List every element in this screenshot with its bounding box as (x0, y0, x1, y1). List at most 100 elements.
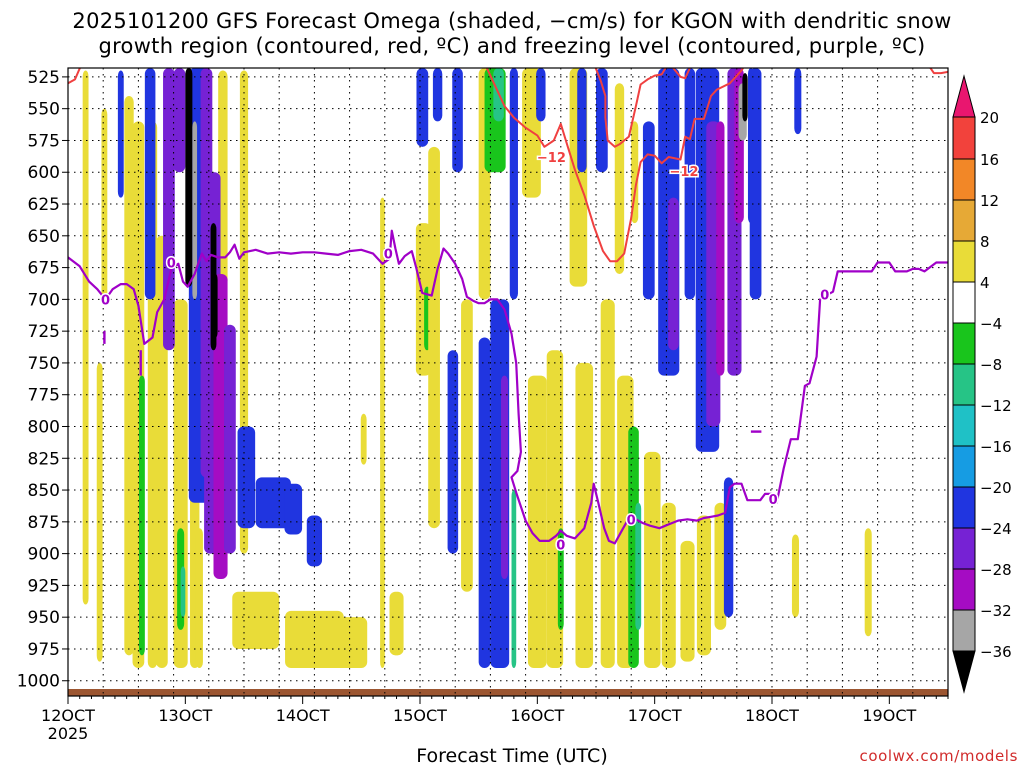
colorbar-swatch (952, 568, 976, 611)
omega-cell (389, 591, 404, 656)
colorbar-swatch (952, 281, 976, 324)
colorbar-cap-top (952, 74, 976, 118)
y-tick-label: 850 (28, 481, 60, 501)
y-tick-label: 650 (28, 227, 60, 247)
dgz-contour-label: −12 (537, 151, 566, 166)
omega-cell (749, 68, 762, 300)
omega-cell (185, 68, 193, 287)
plot-frame (67, 67, 949, 697)
freezing-level-label: 0 (769, 493, 778, 508)
colorbar-label: 20 (980, 109, 999, 127)
colorbar: 20 16 12 8 4 −4 −8 −12 −16 −20 −24 −28 −32 −36 (952, 74, 1012, 694)
omega-cell (224, 324, 236, 554)
freezing-level-label: 0 (556, 539, 565, 554)
omega-cell (432, 68, 443, 122)
omega-cell (635, 502, 642, 630)
y-tick-label: 600 (28, 163, 60, 183)
omega-cell (138, 375, 145, 656)
omega-cell (82, 70, 89, 605)
omega-cell (232, 591, 280, 649)
omega-cell (180, 566, 186, 618)
colorbar-cap-bottom (952, 650, 976, 694)
x-tick-label: 17OCT (628, 706, 682, 725)
omega-cell (684, 68, 696, 300)
chart-title-line-1: 2025101200 GFS Forecast Omega (shaded, −… (72, 9, 952, 33)
y-tick-label: 950 (28, 608, 60, 628)
y-tick-label: 750 (28, 354, 60, 374)
omega-cell (575, 362, 594, 669)
x-tick-label: 14OCT (276, 706, 330, 725)
colorbar-swatch (952, 363, 976, 406)
y-tick-label: 825 (28, 449, 60, 469)
omega-cell (680, 540, 695, 662)
colorbar-swatch (952, 240, 976, 283)
x-tick-label: 15OCT (393, 706, 447, 725)
y-tick-label: 725 (28, 322, 60, 342)
colorbar-label: −20 (980, 479, 1012, 497)
omega-cell (511, 490, 517, 669)
omega-cell (447, 350, 459, 554)
omega-cell (642, 121, 655, 300)
y-tick-label: 900 (28, 545, 60, 565)
omega-cell (864, 528, 872, 637)
x-tick-label: 16OCT (510, 706, 564, 725)
omega-cell (195, 528, 203, 669)
omega-cell (124, 95, 134, 656)
colorbar-swatch (952, 445, 976, 488)
colorbar-swatch (952, 527, 976, 570)
x-tick-label: 19OCT (862, 706, 916, 725)
omega-cell (714, 502, 727, 630)
omega-cell (306, 515, 323, 567)
freezing-level-label: 0 (167, 257, 176, 272)
omega-cell (452, 68, 463, 173)
colorbar-label: −12 (980, 397, 1012, 415)
omega-cell (631, 121, 639, 224)
freezing-level-line (68, 229, 948, 545)
colorbar-label: −32 (980, 602, 1012, 620)
terrain-strip (68, 689, 948, 696)
y-tick-label: 525 (28, 68, 60, 88)
colorbar-label: −24 (980, 520, 1012, 538)
omega-cell (461, 299, 473, 592)
omega-cell (163, 68, 175, 351)
dgz-contour-line (594, 68, 692, 148)
colorbar-label: 8 (980, 233, 990, 251)
y-tick-label: 700 (28, 290, 60, 310)
colorbar-swatch (952, 199, 976, 242)
omega-cell (96, 362, 103, 662)
dgz-contour-line (485, 68, 745, 263)
omega-cell (255, 477, 291, 529)
omega-cell (117, 70, 124, 198)
colorbar-label: 12 (980, 192, 999, 210)
omega-cell (237, 426, 256, 529)
omega-cell (360, 413, 367, 465)
omega-cell (144, 68, 156, 300)
x-tick-label: 13OCT (158, 706, 212, 725)
x-axis-label: Forecast Time (UTC) (416, 745, 608, 767)
omega-cell (500, 375, 508, 580)
omega-cell (668, 197, 679, 351)
credit-text: coolwx.com/models (859, 747, 1018, 765)
omega-cell (509, 68, 518, 300)
colorbar-label: −16 (980, 438, 1012, 456)
x-tick-sublabel: 2025 (48, 724, 89, 743)
y-tick-label: 575 (28, 131, 60, 151)
omega-cell (416, 68, 429, 147)
y-tick-label: 625 (28, 195, 60, 215)
freezing-level-label: 0 (101, 293, 110, 308)
y-tick-label: 550 (28, 100, 60, 120)
colorbar-label: −8 (980, 356, 1002, 374)
omega-cell (192, 121, 198, 300)
colorbar-swatch (952, 322, 976, 365)
omega-cell (794, 68, 802, 135)
colorbar-label: 4 (980, 274, 990, 292)
omega-cell (332, 617, 368, 669)
omega-cell (791, 534, 799, 618)
omega-cell (716, 121, 725, 376)
colorbar-label: −36 (980, 643, 1012, 661)
colorbar-swatch (952, 404, 976, 447)
omega-cell (478, 337, 491, 669)
freezing-level-label: 0 (627, 513, 636, 528)
freezing-level-label: 0 (820, 288, 829, 303)
